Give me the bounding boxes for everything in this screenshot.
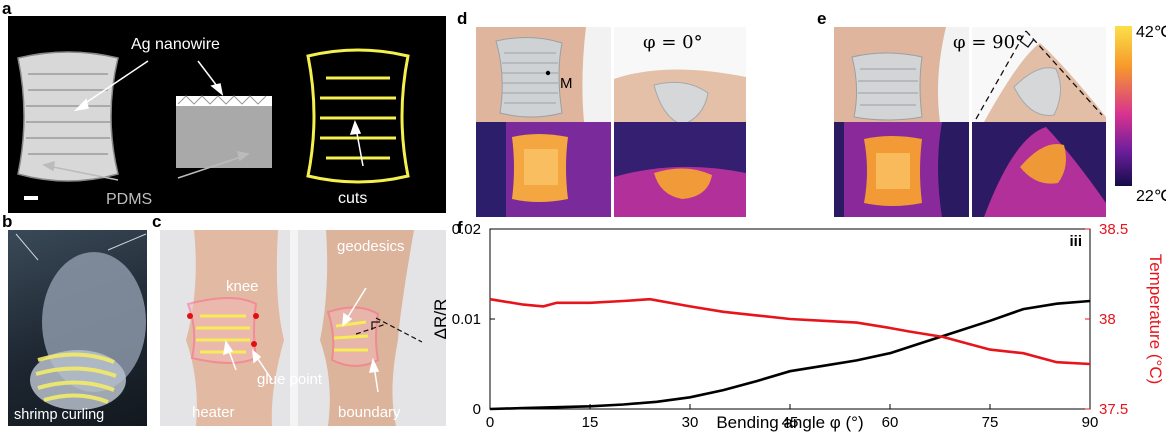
- y-left-label: ΔR/R: [431, 299, 450, 340]
- colorbar-min-label: 22℃: [1136, 188, 1166, 205]
- glue-point-dot: [187, 313, 193, 319]
- y-right-label: Temperature (°C): [1146, 254, 1165, 385]
- angle-90-label: φ = 90°: [953, 32, 1025, 53]
- panel-a-drawing: [17, 48, 410, 200]
- y-left-tick-label: 0.02: [452, 221, 481, 238]
- pdms-block: [176, 106, 272, 168]
- heater-label: heater: [192, 404, 235, 421]
- y-left-tick-label: 0: [473, 401, 481, 418]
- x-tick-label: 75: [982, 414, 999, 431]
- panel-d-image: M φ = 0°: [476, 27, 746, 217]
- x-tick-label: 15: [582, 414, 599, 431]
- knee-label: knee: [226, 278, 259, 295]
- x-axis-label: Bending angle φ (°): [716, 413, 863, 432]
- point-m-dot: [545, 70, 551, 76]
- panel-letter-a: a: [2, 0, 12, 18]
- series-line-resistance: [489, 299, 1091, 411]
- glue-point-dot: [251, 341, 257, 347]
- ag-nanowire-label: Ag nanowire: [131, 36, 220, 53]
- cuts-label: cuts: [338, 190, 368, 207]
- point-m-label: M: [560, 75, 573, 92]
- boundary-label: boundary: [338, 404, 401, 421]
- shrimp-segments: [35, 352, 117, 404]
- panel-b-image: shrimp curling: [8, 230, 147, 426]
- panel-letter-b: b: [2, 212, 13, 231]
- series-line-temperature: [489, 297, 1091, 366]
- y-right-tick-label: 38: [1099, 311, 1116, 328]
- geodesics-label: geodesics: [337, 238, 405, 255]
- y-right-tick-label: 38.5: [1099, 221, 1128, 238]
- panel-e-image: φ = 90°: [834, 27, 1106, 217]
- y-right-tick-label: 37.5: [1099, 401, 1128, 418]
- colorbar: [1115, 26, 1132, 186]
- nanowire-layer: [176, 96, 272, 106]
- x-tick-label: 45: [782, 414, 799, 431]
- panel-letter-d: d: [457, 9, 468, 28]
- panel-letter-e: e: [817, 9, 827, 28]
- colorbar-max-label: 42℃: [1136, 24, 1166, 41]
- panel-a-image: Ag nanowire PDMS cuts: [8, 16, 446, 213]
- panel-letter-c: c: [152, 212, 162, 231]
- x-tick-label: 30: [682, 414, 699, 431]
- glue-point-dot: [253, 313, 259, 319]
- x-tick-label: 90: [1082, 414, 1099, 431]
- cuts-outline: [306, 48, 410, 184]
- panel-c-image: knee glue point heater geodesics boundar…: [160, 230, 446, 426]
- panel-letter-f: f: [457, 218, 463, 237]
- angle-0-label: φ = 0°: [643, 32, 703, 53]
- heater-sheet: [17, 51, 119, 182]
- glue-point-label: glue point: [257, 371, 323, 388]
- scale-bar: [24, 196, 38, 200]
- pdms-label: PDMS: [106, 191, 153, 208]
- x-tick-label: 0: [486, 414, 494, 431]
- heater-on-knee: [495, 36, 563, 118]
- x-tick-label: 60: [882, 414, 899, 431]
- chart-annotation: iii: [1069, 233, 1082, 250]
- shrimp-curling-label: shrimp curling: [14, 407, 105, 423]
- y-left-tick-label: 0.01: [452, 311, 481, 328]
